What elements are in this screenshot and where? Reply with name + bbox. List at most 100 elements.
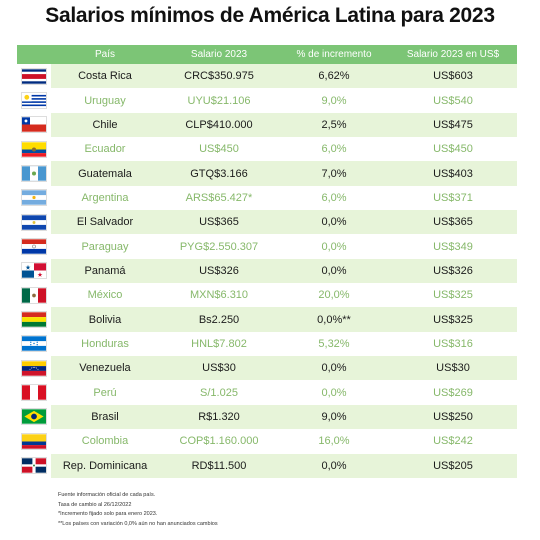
salary-header: Salario 2023 — [159, 45, 279, 64]
table-row: Honduras HNL$7.802 5,32% US$316 — [17, 331, 517, 357]
flag-peru-icon — [17, 384, 51, 402]
country-cell: Uruguay — [51, 88, 159, 113]
flag-costa-rica-icon — [17, 67, 51, 85]
table-row: Bolivia Bs2.250 0,0%** US$325 — [17, 307, 517, 332]
flag-cell — [17, 307, 51, 332]
salary-cell: Bs2.250 — [159, 307, 279, 332]
increase-cell: 16,0% — [279, 429, 389, 454]
increase-cell: 2,5% — [279, 112, 389, 138]
usd-cell: US$349 — [389, 234, 517, 259]
country-cell: Panamá — [51, 258, 159, 284]
flag-cell — [17, 234, 51, 259]
increase-cell: 0,0% — [279, 356, 389, 381]
salary-cell: MXN$6.310 — [159, 283, 279, 308]
country-cell: Chile — [51, 112, 159, 138]
salary-cell: UYU$21.106 — [159, 88, 279, 113]
flag-el-salvador-icon — [17, 213, 51, 231]
flag-paraguay-icon — [17, 238, 51, 256]
country-cell: Argentina — [51, 185, 159, 211]
salary-cell: ARS$65.427* — [159, 185, 279, 211]
salary-cell: US$326 — [159, 258, 279, 284]
table-row: Paraguay PYG$2.550.307 0,0% US$349 — [17, 234, 517, 259]
page-title: Salarios mínimos de América Latina para … — [45, 4, 495, 27]
usd-cell: US$326 — [389, 258, 517, 284]
footnote-argentina: *Incremento fijado solo para enero 2023. — [58, 511, 158, 517]
table-row: Brasil R$1.320 9,0% US$250 — [17, 404, 517, 430]
flag-uruguay-icon — [17, 92, 51, 110]
country-header: País — [51, 45, 159, 64]
flag-brasil-icon — [17, 408, 51, 426]
salary-table-wrap: País Salario 2023 % de incremento Salari… — [17, 45, 517, 478]
flag-cell — [17, 64, 51, 89]
increase-cell: 9,0% — [279, 404, 389, 430]
country-cell: Bolivia — [51, 307, 159, 332]
flag-cell — [17, 453, 51, 478]
salary-cell: HNL$7.802 — [159, 331, 279, 357]
usd-cell: US$403 — [389, 161, 517, 186]
country-cell: Perú — [51, 380, 159, 405]
table-row: Costa Rica CRC$350.975 6,62% US$603 — [17, 64, 517, 89]
table-row: Perú S/1.025 0,0% US$269 — [17, 380, 517, 405]
table-row: Rep. Dominicana RD$11.500 0,0% US$205 — [17, 453, 517, 478]
footnote-source: Fuente información oficial de cada país. — [58, 492, 156, 498]
flag-rep-dominicana-icon — [17, 457, 51, 475]
salary-cell: GTQ$3.166 — [159, 161, 279, 186]
usd-cell: US$450 — [389, 137, 517, 162]
flag-honduras-icon — [17, 335, 51, 353]
salary-cell: R$1.320 — [159, 404, 279, 430]
footnote-no-change: **Los países con variación 0,0% aún no h… — [58, 520, 218, 527]
increase-cell: 6,0% — [279, 185, 389, 211]
table-row: Ecuador US$450 6,0% US$450 — [17, 137, 517, 162]
flag-cell — [17, 210, 51, 235]
increase-cell: 6,0% — [279, 137, 389, 162]
table-row: El Salvador US$365 0,0% US$365 — [17, 210, 517, 235]
table-row: Argentina ARS$65.427* 6,0% US$371 — [17, 185, 517, 211]
usd-cell: US$30 — [389, 356, 517, 381]
salary-cell: CRC$350.975 — [159, 64, 279, 89]
flag-cell — [17, 112, 51, 138]
flag-cell — [17, 88, 51, 113]
table-row: Chile CLP$410.000 2,5% US$475 — [17, 112, 517, 138]
salary-cell: RD$11.500 — [159, 453, 279, 478]
flag-guatemala-icon — [17, 165, 51, 183]
salary-cell: US$450 — [159, 137, 279, 162]
flag-chile-icon — [17, 116, 51, 134]
flag-cell — [17, 258, 51, 284]
footnotes: Fuente información oficial de cada país.… — [58, 491, 218, 529]
usd-cell: US$325 — [389, 307, 517, 332]
increase-cell: 0,0%** — [279, 307, 389, 332]
increase-header: % de incremento — [279, 45, 389, 64]
usd-header: Salario 2023 en US$ — [389, 45, 517, 64]
flag-panama-icon — [17, 262, 51, 280]
usd-cell: US$603 — [389, 64, 517, 89]
increase-cell: 0,0% — [279, 380, 389, 405]
usd-cell: US$325 — [389, 283, 517, 308]
flag-cell — [17, 429, 51, 454]
increase-cell: 9,0% — [279, 88, 389, 113]
flag-venezuela-icon — [17, 359, 51, 377]
flag-cell — [17, 380, 51, 405]
flag-mexico-icon — [17, 286, 51, 304]
increase-cell: 0,0% — [279, 234, 389, 259]
increase-cell: 0,0% — [279, 258, 389, 284]
table-row: Panamá US$326 0,0% US$326 — [17, 258, 517, 284]
increase-cell: 5,32% — [279, 331, 389, 357]
salary-cell: CLP$410.000 — [159, 112, 279, 138]
increase-cell: 20,0% — [279, 283, 389, 308]
country-cell: Paraguay — [51, 234, 159, 259]
flag-colombia-icon — [17, 432, 51, 450]
salary-cell: US$365 — [159, 210, 279, 235]
flag-bolivia-icon — [17, 311, 51, 329]
country-cell: Costa Rica — [51, 64, 159, 89]
flag-cell — [17, 404, 51, 430]
flag-cell — [17, 283, 51, 308]
country-cell: Honduras — [51, 331, 159, 357]
usd-cell: US$371 — [389, 185, 517, 211]
salary-table: País Salario 2023 % de incremento Salari… — [17, 45, 517, 478]
table-row: Guatemala GTQ$3.166 7,0% US$403 — [17, 161, 517, 186]
country-cell: Ecuador — [51, 137, 159, 162]
flag-cell — [17, 185, 51, 211]
salary-cell: US$30 — [159, 356, 279, 381]
increase-cell: 0,0% — [279, 210, 389, 235]
table-body: Costa Rica CRC$350.975 6,62% US$603 Uruguay U… — [17, 64, 517, 478]
